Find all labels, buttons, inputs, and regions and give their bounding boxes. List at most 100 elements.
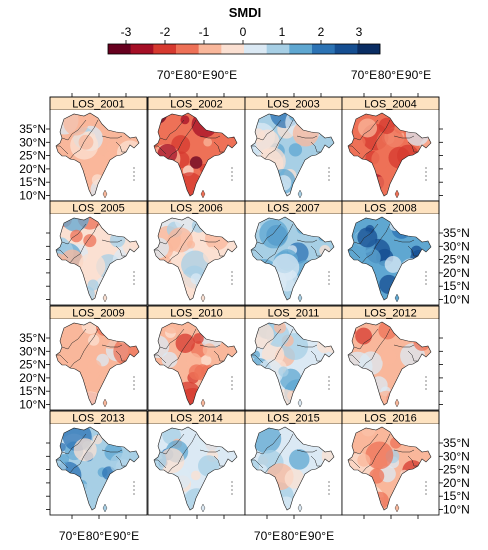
longitude-tick-label: 80°E: [281, 529, 307, 543]
smdi-patch: [365, 441, 394, 470]
panel-title: LOS_2012: [364, 308, 417, 320]
andaman-islands: [133, 175, 135, 177]
latitude-tick-label: 35°N: [443, 436, 470, 450]
colorbar-swatch: [221, 44, 245, 54]
map-panel: LOS_2011: [244, 305, 343, 411]
andaman-islands: [133, 279, 135, 281]
country-border: [393, 344, 415, 348]
island: [200, 293, 206, 303]
smdi-patch: [380, 349, 397, 365]
coastline: [55, 216, 140, 301]
smdi-patch: [180, 115, 190, 125]
smdi-patch: [81, 322, 100, 335]
colorbar-swatch: [176, 44, 199, 54]
island: [394, 189, 400, 199]
longitude-tick-label: 70°E: [59, 529, 85, 543]
andaman-islands: [425, 376, 427, 378]
andaman-islands: [133, 485, 135, 487]
coastline: [250, 216, 335, 301]
country-border: [353, 119, 379, 141]
longitude-tick-label: 70°E: [351, 68, 377, 82]
map-panel: LOS_2007: [244, 200, 343, 306]
country-border: [256, 433, 282, 455]
country-border: [361, 433, 391, 474]
map-panel: LOS_2012: [341, 305, 443, 411]
colorbar-tick-label: -1: [199, 25, 210, 39]
latitude-tick-label: 20°N: [443, 266, 470, 280]
andaman-islands: [425, 171, 427, 173]
colorbar-swatch: [198, 44, 222, 54]
country-border: [154, 459, 167, 469]
panel-title: LOS_2008: [364, 203, 417, 215]
country-border: [101, 135, 123, 139]
andaman-islands: [133, 489, 135, 491]
smdi-patch: [175, 333, 195, 353]
smdi-patch: [357, 227, 378, 248]
smdi-patch: [78, 134, 94, 150]
top-longitude-axis: 70°E 80°E 90°E 70°E 80°E 90°E: [157, 68, 431, 82]
andaman-islands: [133, 376, 135, 378]
country-border: [159, 328, 185, 350]
island: [200, 398, 206, 408]
longitude-tick-label: 80°E: [86, 529, 112, 543]
andaman-islands: [133, 171, 135, 173]
country-border: [167, 328, 197, 369]
colorbar-frame: [107, 43, 381, 55]
smdi-patch: [259, 219, 289, 249]
country-border: [159, 119, 185, 141]
smdi-patch: [81, 464, 92, 475]
colorbar-tick-label: 1: [279, 25, 286, 39]
panel-title: LOS_2011: [268, 308, 320, 320]
right-latitude-axis: 35°N30°N25°N20°N15°N10°N35°N30°N25°N20°N…: [443, 226, 470, 517]
colorbar-swatch: [289, 44, 313, 54]
left-latitude-axis: 35°N30°N25°N20°N15°N10°N35°N30°N25°N20°N…: [19, 122, 46, 412]
latitude-tick-label: 15°N: [19, 175, 46, 189]
map-panel: LOS_2001: [46, 93, 148, 202]
andaman-islands: [328, 275, 330, 277]
panel-frame: [341, 305, 440, 411]
andaman-islands: [425, 481, 427, 483]
panel-title: LOS_2016: [364, 413, 417, 425]
longitude-tick-label: 80°E: [378, 68, 404, 82]
country-border: [361, 223, 391, 264]
country-border: [264, 119, 294, 160]
panel-title: LOS_2010: [170, 308, 223, 320]
smdi-patch: [288, 449, 310, 470]
country-border: [348, 145, 361, 155]
country-border: [61, 328, 87, 350]
andaman-islands: [328, 489, 330, 491]
andaman-islands: [133, 283, 135, 285]
panel-title: LOS_2005: [72, 203, 125, 215]
andaman-islands: [231, 481, 233, 483]
island: [102, 503, 108, 513]
country-border: [199, 239, 221, 243]
country-border: [101, 239, 123, 243]
panel-frame: [49, 200, 148, 306]
map-panel: LOS_2010: [147, 305, 246, 411]
smdi-patch: [181, 250, 210, 279]
andaman-islands: [231, 283, 233, 285]
country-border: [310, 245, 321, 257]
andaman-islands: [425, 384, 427, 386]
latitude-tick-label: 35°N: [19, 331, 46, 345]
longitude-tick-label: 90°E: [211, 68, 237, 82]
smdi-patch: [106, 142, 117, 153]
country-border: [353, 328, 379, 350]
smdi-patch: [83, 234, 97, 248]
country-border: [56, 354, 69, 364]
country-border: [251, 145, 264, 155]
country-border: [101, 449, 123, 453]
andaman-islands: [133, 384, 135, 386]
andaman-islands: [328, 376, 330, 378]
map-panel: LOS_2006: [147, 200, 246, 306]
island: [102, 398, 108, 408]
andaman-islands: [328, 380, 330, 382]
coastline: [250, 426, 335, 511]
country-border: [61, 433, 87, 455]
country-border: [115, 141, 126, 153]
colorbar-tick-label: 2: [318, 25, 325, 39]
latitude-tick-label: 10°N: [443, 293, 470, 307]
andaman-islands: [231, 179, 233, 181]
latitude-tick-label: 10°N: [19, 398, 46, 412]
coastline: [250, 321, 335, 406]
